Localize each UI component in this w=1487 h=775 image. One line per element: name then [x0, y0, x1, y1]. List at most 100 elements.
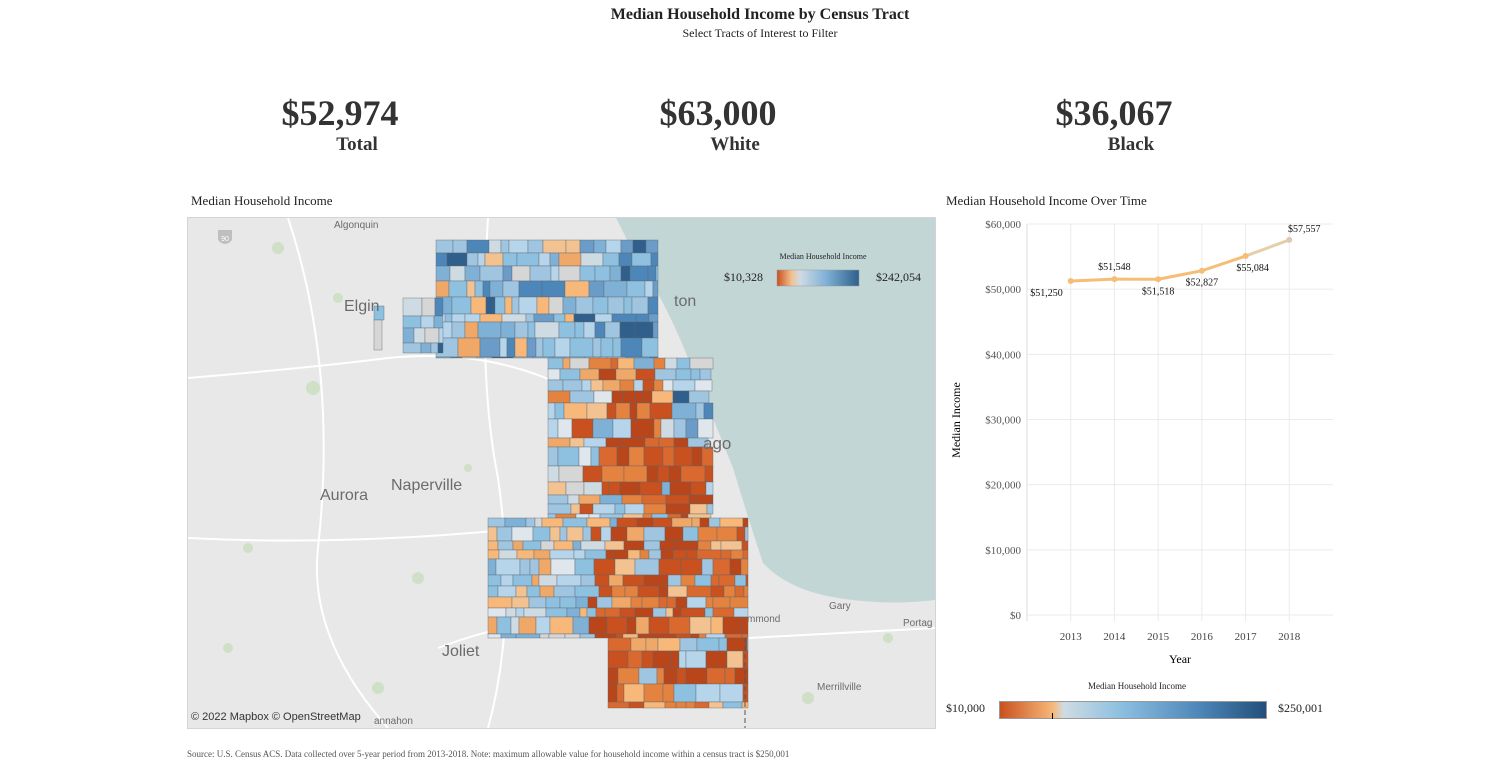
census-tract[interactable] — [607, 296, 625, 315]
census-tract[interactable] — [620, 337, 643, 358]
census-tract[interactable] — [671, 402, 697, 420]
census-tract[interactable] — [657, 465, 670, 483]
census-tract[interactable] — [674, 540, 699, 551]
census-tract[interactable] — [651, 390, 674, 404]
census-tract[interactable] — [482, 280, 491, 298]
census-tract[interactable] — [511, 265, 531, 282]
census-tract[interactable] — [611, 390, 624, 404]
census-tract[interactable] — [635, 313, 650, 323]
census-tract[interactable] — [651, 513, 669, 519]
census-tract[interactable] — [664, 526, 684, 542]
census-tract[interactable] — [665, 607, 674, 618]
census-tract[interactable] — [680, 558, 703, 576]
census-tract[interactable] — [689, 616, 712, 635]
census-tract[interactable] — [479, 313, 503, 323]
census-tract[interactable] — [665, 503, 691, 515]
census-tract[interactable] — [506, 337, 516, 358]
census-tract[interactable] — [559, 526, 568, 542]
census-tract[interactable] — [519, 558, 531, 576]
census-tract[interactable] — [653, 418, 662, 439]
census-tract[interactable] — [615, 633, 624, 639]
census-tract[interactable] — [616, 446, 630, 467]
census-tract[interactable] — [574, 321, 585, 339]
census-tract[interactable] — [718, 574, 736, 587]
census-tract[interactable] — [496, 616, 512, 635]
census-tract[interactable] — [586, 402, 608, 420]
census-tract[interactable] — [502, 265, 513, 282]
census-tract[interactable] — [729, 558, 742, 576]
census-tract[interactable] — [476, 356, 493, 359]
census-tract[interactable] — [466, 280, 476, 298]
census-tract[interactable] — [594, 313, 613, 323]
census-tract[interactable] — [548, 633, 566, 639]
census-tract[interactable] — [578, 494, 601, 505]
census-tract[interactable] — [652, 517, 673, 528]
census-tract[interactable] — [644, 437, 660, 448]
census-tract[interactable] — [742, 549, 749, 560]
census-tract[interactable] — [451, 313, 466, 323]
census-tract[interactable] — [615, 402, 631, 420]
census-tract[interactable] — [710, 616, 724, 635]
census-tract[interactable] — [592, 503, 616, 515]
census-tract[interactable] — [500, 321, 516, 339]
census-tract[interactable] — [643, 446, 664, 467]
census-tract[interactable] — [622, 513, 644, 519]
census-tract[interactable] — [668, 465, 682, 483]
census-tract[interactable] — [595, 607, 606, 618]
census-tract[interactable] — [402, 315, 422, 329]
census-tract[interactable] — [658, 596, 668, 609]
census-tract[interactable] — [666, 596, 677, 609]
census-tract[interactable] — [533, 549, 551, 560]
census-tract[interactable] — [512, 574, 533, 587]
census-tract[interactable] — [680, 574, 696, 587]
census-tract[interactable] — [650, 252, 659, 267]
census-tract[interactable] — [682, 526, 699, 542]
census-tract[interactable] — [658, 558, 682, 576]
census-tract[interactable] — [696, 549, 722, 560]
census-tract[interactable] — [621, 494, 643, 505]
data-point[interactable] — [1286, 236, 1293, 243]
census-tract[interactable] — [531, 574, 540, 587]
census-tract[interactable] — [607, 667, 619, 685]
census-tract[interactable] — [559, 368, 581, 381]
census-tract[interactable] — [706, 667, 726, 685]
census-tract[interactable] — [542, 337, 556, 358]
census-tract[interactable] — [741, 540, 749, 551]
census-tract[interactable] — [710, 540, 722, 551]
census-tract[interactable] — [697, 526, 718, 542]
census-tract[interactable] — [525, 313, 535, 323]
census-tract[interactable] — [670, 650, 680, 669]
census-tract[interactable] — [691, 446, 703, 467]
census-tract[interactable] — [501, 313, 527, 323]
census-tract[interactable] — [511, 526, 534, 542]
census-tract[interactable] — [588, 513, 601, 519]
census-tract[interactable] — [547, 418, 559, 439]
census-tract[interactable] — [588, 280, 605, 298]
census-tract[interactable] — [690, 633, 700, 639]
census-tract-map[interactable]: 90 Algonquin Elgin ton ago Aurora Naperv… — [187, 217, 936, 729]
census-tract[interactable] — [421, 297, 436, 317]
census-tract[interactable] — [604, 540, 625, 551]
census-tract[interactable] — [566, 607, 581, 618]
census-tract[interactable] — [675, 596, 688, 609]
census-tract[interactable] — [606, 616, 628, 635]
census-tract[interactable] — [621, 437, 646, 448]
census-tract[interactable] — [479, 337, 501, 358]
census-tract[interactable] — [402, 342, 422, 354]
census-tract[interactable] — [579, 607, 588, 618]
census-tract[interactable] — [547, 437, 571, 448]
census-tract[interactable] — [592, 418, 614, 439]
census-tract[interactable] — [573, 313, 596, 323]
census-tract[interactable] — [487, 585, 499, 598]
census-tract[interactable] — [488, 239, 502, 254]
census-tract[interactable] — [451, 296, 472, 315]
census-tract[interactable] — [610, 357, 619, 370]
census-tract[interactable] — [547, 402, 556, 420]
census-tract[interactable] — [678, 650, 687, 669]
census-tract[interactable] — [450, 356, 463, 359]
census-tract[interactable] — [686, 585, 712, 598]
census-tract[interactable] — [647, 296, 659, 315]
census-tract[interactable] — [438, 327, 444, 344]
census-tract[interactable] — [553, 313, 566, 323]
census-tract[interactable] — [675, 701, 687, 709]
